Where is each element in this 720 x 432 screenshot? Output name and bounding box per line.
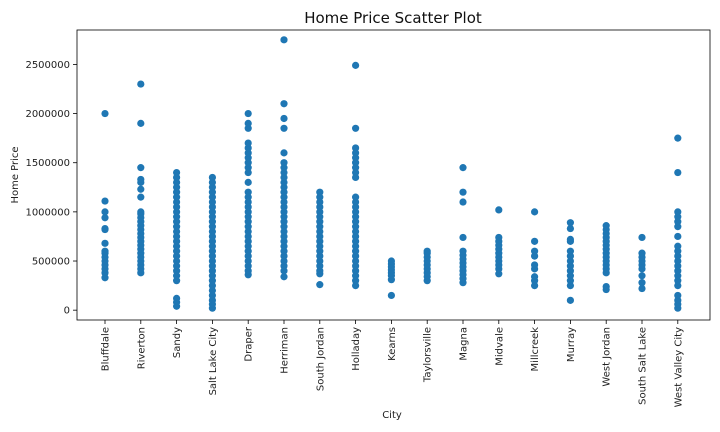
scatter-point [423,247,431,255]
scatter-point [173,168,181,177]
scatter-point [244,188,252,196]
scatter-point [280,149,288,157]
scatter-point [244,119,252,127]
scatter-point [566,296,575,304]
scatter-point [674,134,682,142]
y-tick-label: 0 [64,306,70,317]
y-tick-label: 2000000 [25,109,70,120]
x-tick-label: Draper [244,326,255,361]
scatter-point [137,80,145,88]
scatter-point [280,273,288,281]
scatter-point [674,291,682,300]
scatter-point [531,208,539,216]
x-tick-label: Herriman [280,327,291,374]
scatter-point [101,214,109,222]
scatter-point [352,193,360,201]
scatter-point [531,273,539,281]
chart-title: Home Price Scatter Plot [304,9,482,27]
y-axis-label: Home Price [10,146,21,203]
scatter-point [566,235,575,243]
scatter-point [101,109,109,118]
scatter-point [101,239,109,247]
x-tick-label: Millcreek [530,327,541,372]
scatter-point [352,144,360,152]
scatter-point [602,282,610,291]
x-tick-label: Kearns [387,327,398,361]
x-tick-label: West Jordan [602,327,613,387]
scatter-point [101,208,109,216]
scatter-point [280,124,288,132]
scatter-point [674,242,682,250]
scatter-point [101,197,109,205]
x-tick-label: Midvale [494,327,505,366]
scatter-point [280,159,288,167]
scatter-point [566,224,575,233]
scatter-point [459,247,467,255]
scatter-point [638,272,646,280]
scatter-point [316,188,324,196]
y-tick-label: 1000000 [25,207,70,218]
scatter-point [638,284,646,293]
x-tick-label: Riverton [136,327,147,369]
data-points [101,36,682,312]
scatter-point [638,279,646,287]
scatter-point [459,233,467,242]
scatter-point [101,224,109,233]
scatter-point [244,178,252,186]
scatter-point [352,124,360,132]
scatter-point [566,219,575,227]
x-tick-label: Magna [459,327,470,361]
scatter-point [137,119,145,127]
scatter-point [280,36,288,44]
scatter-point [137,208,145,216]
scatter-point [137,185,145,193]
x-tick-label: Bluffdale [101,327,112,371]
scatter-point [638,249,646,257]
x-tick-label: West Valley City [673,327,684,407]
scatter-point [352,61,360,69]
scatter-point [101,247,109,255]
x-axis: Bluffdale Riverton Sandy Salt Lake City Drap… [101,320,684,407]
scatter-point [173,294,181,302]
scatter-point [316,281,324,289]
x-tick-label: Salt Lake City [208,327,219,396]
scatter-point [674,208,682,216]
y-tick-label: 2500000 [25,60,70,71]
y-tick-label: 1500000 [25,158,70,169]
scatter-point [387,291,395,300]
x-axis-label: City [382,410,402,421]
scatter-point [531,247,539,255]
y-axis: 0 500000 1000000 1500000 2000000 2500000 [25,60,77,317]
scatter-point [244,139,252,147]
scatter-point [495,206,503,214]
scatter-point [244,109,252,118]
x-tick-label: Holladay [351,327,362,371]
x-tick-label: Murray [566,327,577,362]
scatter-point [387,257,395,265]
x-tick-label: South Jordan [315,327,326,391]
scatter-point [638,233,646,242]
scatter-point [208,173,216,182]
scatter-point [137,164,145,172]
plot-area-frame [76,29,711,321]
scatter-point [459,188,467,196]
y-tick-label: 500000 [32,257,70,268]
scatter-point [531,237,539,245]
scatter-point [531,261,539,269]
scatter-point [495,233,503,242]
scatter-point [459,198,467,206]
x-tick-label: Sandy [172,327,183,358]
scatter-point [280,114,288,123]
scatter-point [566,247,575,255]
scatter-point [459,164,467,172]
scatter-point [602,222,610,230]
scatter-point [137,175,145,184]
scatter-point [674,168,682,177]
scatter-point [674,232,682,241]
x-tick-label: Taylorsville [423,327,434,383]
scatter-point [280,100,288,108]
x-tick-label: South Salt Lake [638,327,649,405]
scatter-point [137,193,145,201]
